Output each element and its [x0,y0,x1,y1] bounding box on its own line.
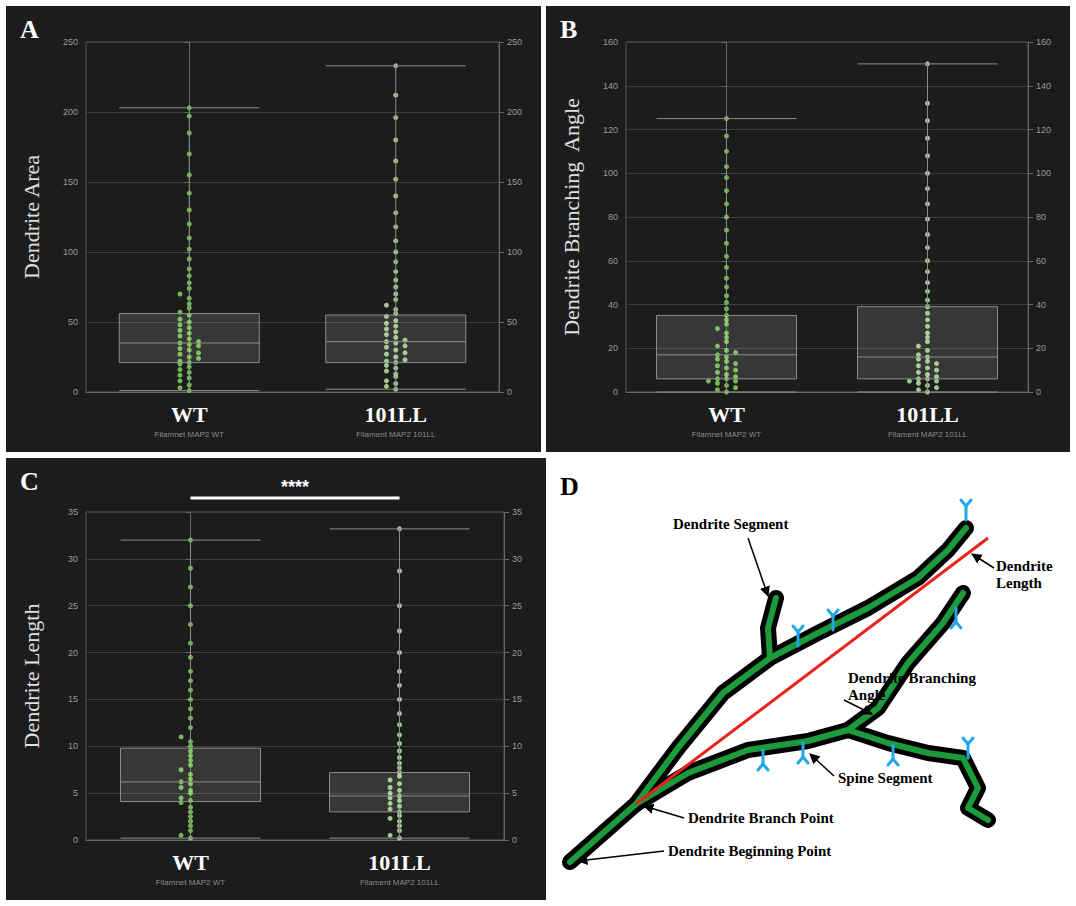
svg-text:140: 140 [603,81,618,91]
svg-text:60: 60 [1036,256,1046,266]
svg-text:25: 25 [512,601,522,611]
svg-text:160: 160 [1036,37,1051,47]
svg-text:10: 10 [68,741,78,751]
svg-text:101LL: 101LL [368,850,430,875]
svg-text:20: 20 [68,648,78,658]
svg-text:150: 150 [63,177,78,187]
svg-text:C: C [20,467,39,496]
svg-text:200: 200 [63,107,78,117]
html-text:Dendrite Branching Angle: Dendrite Branching Angle [848,670,976,703]
svg-text:200: 200 [507,107,522,117]
svg-text:5: 5 [73,788,78,798]
svg-text:Dendrite Length: Dendrite Length [19,604,44,749]
svg-text:80: 80 [1036,212,1046,222]
svg-text:20: 20 [1036,343,1046,353]
svg-text:50: 50 [507,317,517,327]
svg-text:Dendrite Branching Angle: Dendrite Branching Angle [559,98,584,336]
svg-text:100: 100 [507,247,522,257]
svg-text:20: 20 [608,343,618,353]
svg-text:Dendrite Area: Dendrite Area [19,155,44,279]
svg-text:WT: WT [708,402,745,427]
svg-text:30: 30 [68,554,78,564]
svg-text:100: 100 [63,247,78,257]
svg-text:101LL: 101LL [896,402,958,427]
html-text:Dendrite Segment: Dendrite Segment [673,516,789,532]
svg-text:B: B [560,15,577,44]
svg-text:35: 35 [512,507,522,517]
svg-text:140: 140 [1036,81,1051,91]
svg-text:120: 120 [603,125,618,135]
svg-text:5: 5 [512,788,517,798]
svg-text:Filament MAP2 101LL: Filament MAP2 101LL [888,430,968,439]
svg-text:Filament MAP2 101LL: Filament MAP2 101LL [356,430,436,439]
svg-text:250: 250 [63,37,78,47]
svg-text:15: 15 [512,694,522,704]
svg-text:15: 15 [68,694,78,704]
svg-text:50: 50 [68,317,78,327]
svg-text:Filamnet MAP2 WT: Filamnet MAP2 WT [156,878,225,887]
svg-text:25: 25 [68,601,78,611]
svg-text:0: 0 [73,387,78,397]
svg-text:120: 120 [1036,125,1051,135]
svg-text:WT: WT [172,850,209,875]
svg-text:150: 150 [507,177,522,187]
html-text:Dendrite Length: Dendrite Length [996,558,1053,591]
svg-text:250: 250 [507,37,522,47]
svg-text:100: 100 [1036,168,1051,178]
html-text:Dendrite Beginning Point: Dendrite Beginning Point [668,843,832,859]
svg-text:80: 80 [608,212,618,222]
svg-text:Filamnet MAP2 WT: Filamnet MAP2 WT [155,430,224,439]
svg-text:Filament MAP2 101LL: Filament MAP2 101LL [360,878,440,887]
svg-text:20: 20 [512,648,522,658]
svg-text:35: 35 [68,507,78,517]
svg-text:Filamnet MAP2 WT: Filamnet MAP2 WT [692,430,761,439]
svg-text:160: 160 [603,37,618,47]
html-text:D: D [560,472,579,501]
svg-text:****: **** [281,477,309,497]
svg-text:0: 0 [613,387,618,397]
svg-text:0: 0 [1036,387,1041,397]
svg-text:101LL: 101LL [365,402,427,427]
svg-text:0: 0 [73,835,78,845]
html-text:Spine Segment: Spine Segment [838,770,933,786]
html-text:Dendrite Branch Point: Dendrite Branch Point [688,810,834,826]
svg-text:60: 60 [608,256,618,266]
svg-text:0: 0 [507,387,512,397]
svg-text:10: 10 [512,741,522,751]
svg-text:40: 40 [1036,300,1046,310]
svg-text:40: 40 [608,300,618,310]
svg-text:A: A [20,15,39,44]
svg-text:30: 30 [512,554,522,564]
svg-text:0: 0 [512,835,517,845]
svg-text:WT: WT [171,402,208,427]
svg-text:100: 100 [603,168,618,178]
